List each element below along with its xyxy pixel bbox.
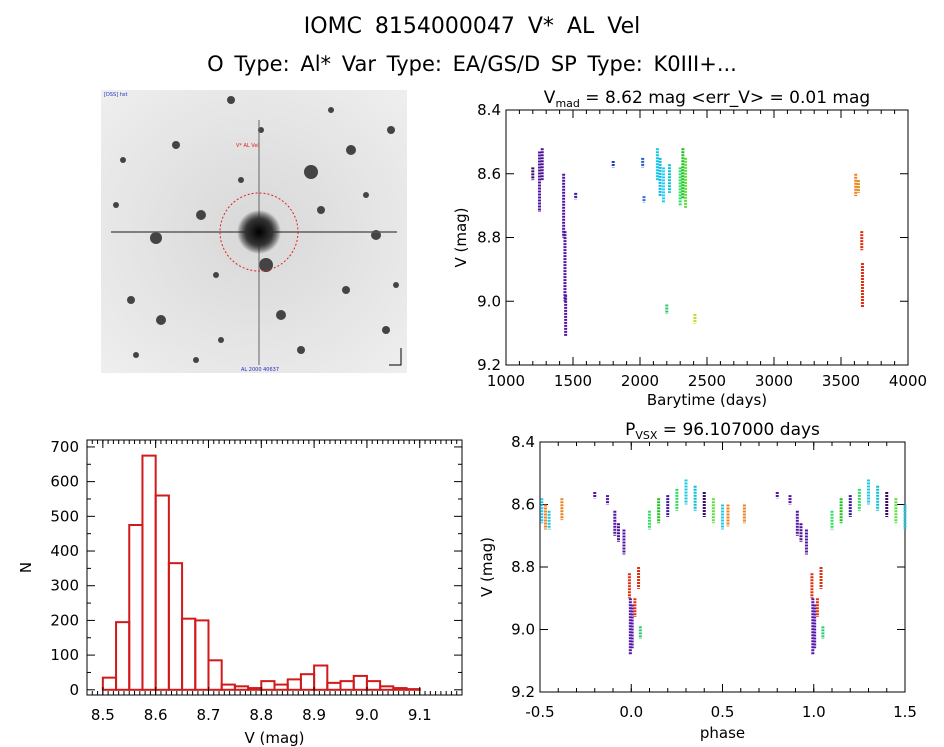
histogram-bar xyxy=(379,685,395,691)
phase-frame xyxy=(539,441,906,693)
compass-arrow xyxy=(389,348,402,366)
x-tick-label: 9.1 xyxy=(408,706,432,724)
x-axis-label: Barytime (days) xyxy=(647,391,767,409)
histogram-bar xyxy=(233,685,250,691)
y-tick-label: 200 xyxy=(50,611,79,629)
x-tick-label: 2500 xyxy=(688,372,726,390)
histogram-bar xyxy=(141,454,157,691)
histogram-bar xyxy=(154,494,170,691)
x-tick-label: 0.5 xyxy=(711,703,735,721)
y-tick-label: 9.2 xyxy=(511,683,535,701)
y-axis-label: V (mag) xyxy=(452,207,470,267)
histogram-bar xyxy=(207,659,223,691)
histogram-bar xyxy=(128,524,144,691)
y-tick-label: 300 xyxy=(50,577,79,595)
x-tick-label: 2000 xyxy=(621,372,659,390)
x-tick-label: 1000 xyxy=(487,372,525,390)
histogram-bar xyxy=(167,562,184,691)
y-tick-label: 700 xyxy=(50,438,79,456)
y-tick-label: 8.6 xyxy=(477,165,501,183)
image-top-left-label: [DSS] hst xyxy=(104,92,127,98)
lightcurve-title: Vmad = 8.62 mag <err_V> = 0.01 mag xyxy=(544,88,870,110)
y-tick-label: 8.8 xyxy=(511,558,535,576)
histogram-bar xyxy=(326,681,342,691)
x-tick-label: 8.8 xyxy=(249,706,273,724)
x-axis-label: V (mag) xyxy=(244,729,304,747)
y-tick-label: 8.4 xyxy=(511,433,535,451)
y-tick-label: 9.0 xyxy=(511,621,535,639)
x-tick-label: 1500 xyxy=(554,372,592,390)
x-tick-label: 8.6 xyxy=(144,706,168,724)
histogram-bar xyxy=(273,683,289,691)
image-bottom-label: AL 2000 40637 xyxy=(241,367,279,373)
histogram-bar xyxy=(339,680,355,691)
background-stars xyxy=(113,96,399,363)
y-tick-label: 0 xyxy=(69,681,79,699)
page-subtitle: O Type: Al* Var Type: EA/GS/D SP Type: K… xyxy=(207,52,737,76)
histogram-bar xyxy=(247,687,263,691)
y-tick-label: 9.2 xyxy=(477,356,501,374)
histogram-bar xyxy=(286,678,302,691)
histogram-bar xyxy=(313,664,329,691)
target-star xyxy=(111,120,397,365)
histogram-bar xyxy=(194,619,210,691)
y-tick-label: 600 xyxy=(50,473,79,491)
x-tick-label: 3500 xyxy=(822,372,860,390)
x-tick-label: 9.0 xyxy=(355,706,379,724)
histogram-bar xyxy=(405,688,421,691)
x-tick-label: 1.0 xyxy=(802,703,826,721)
x-tick-label: -0.5 xyxy=(525,703,554,721)
histogram-bar xyxy=(352,674,368,691)
x-tick-label: 8.9 xyxy=(302,706,326,724)
y-tick-label: 9.0 xyxy=(477,292,501,310)
histogram-bar xyxy=(365,680,382,691)
histogram-bar xyxy=(181,617,197,691)
x-tick-label: 8.5 xyxy=(91,706,115,724)
x-tick-label: 3000 xyxy=(755,372,793,390)
y-tick-label: 400 xyxy=(50,542,79,560)
phase-title: PVSX = 96.107000 days xyxy=(625,420,820,442)
y-axis-label: V (mag) xyxy=(478,537,496,597)
y-tick-label: 8.6 xyxy=(511,496,535,514)
page-title: IOMC 8154000047 V* AL Vel xyxy=(303,14,641,39)
y-tick-label: 100 xyxy=(50,646,79,664)
histogram-bar xyxy=(260,680,276,691)
x-axis-label: phase xyxy=(700,724,745,742)
y-tick-label: 8.8 xyxy=(477,229,501,247)
histogram-bar xyxy=(392,687,408,691)
image-target-label: V* AL Vel xyxy=(236,143,259,149)
sky-image: [DSS] hst V* AL Vel AL 2000 40637 xyxy=(101,90,407,373)
histogram-bar xyxy=(299,673,316,691)
x-tick-label: 4000 xyxy=(889,372,927,390)
x-tick-label: 8.7 xyxy=(197,706,221,724)
x-tick-label: 0.0 xyxy=(619,703,643,721)
y-tick-label: 500 xyxy=(50,507,79,525)
y-axis-label: N xyxy=(17,562,35,573)
x-tick-label: 1.5 xyxy=(893,703,917,721)
histogram-bar xyxy=(101,676,118,691)
histogram-bar xyxy=(220,683,236,691)
histogram-bar xyxy=(115,621,131,691)
y-tick-label: 8.4 xyxy=(477,101,501,119)
histogram-frame xyxy=(86,439,463,696)
